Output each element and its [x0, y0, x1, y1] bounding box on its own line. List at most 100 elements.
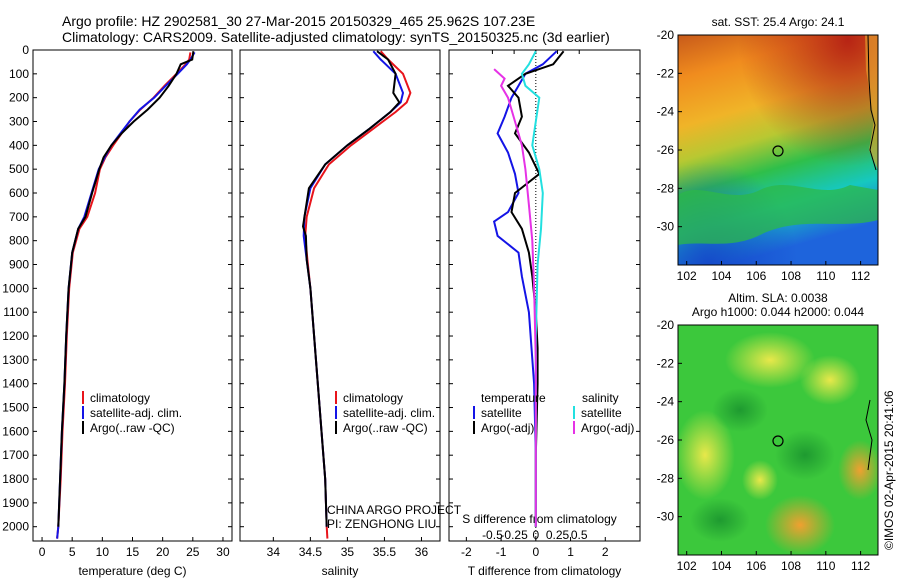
temperature-legend-entry: climatology [90, 391, 150, 405]
sst_map-lon-tick-label: 102 [677, 269, 697, 283]
depth-tick-label: 1500 [2, 401, 29, 415]
salinity-plot-frame [239, 49, 441, 542]
sla_map-lat-tick-label: -24 [657, 395, 675, 409]
sla_map-lon-tick-label: 110 [816, 559, 835, 573]
sla_map-lon-tick-label: 102 [677, 559, 697, 573]
depth-tick-label: 300 [9, 115, 29, 129]
difference-series-0 [492, 50, 558, 527]
depth-tick-label: 1200 [2, 329, 29, 343]
salinity-panel: 34 34.5 35 35.5 36 salinity climatologysatelli… [239, 49, 462, 578]
salinity-series-0 [304, 50, 412, 539]
depth-tick-label: 900 [9, 258, 29, 272]
salinity-x-tick-label: 35.5 [373, 545, 397, 559]
temperature-x-axis-label: temperature (deg C) [78, 564, 186, 578]
sla-argo-location-marker [772, 435, 784, 447]
sla_map-lat-tick-label: -28 [657, 471, 675, 485]
sst_map-lon-tick-label: 110 [816, 269, 835, 283]
sla_map-lat-tick-label: -26 [657, 433, 675, 447]
depth-tick-label: 1400 [2, 377, 29, 391]
depth-tick-label: 1600 [2, 424, 29, 438]
depth-tick-label: 600 [9, 186, 29, 200]
sst-map: sat. SST: 25.4 Argo: 24.1 102 104 106 108 11… [657, 15, 879, 283]
temperature-legend-entry: Argo(..raw -QC) [90, 421, 175, 435]
sla_map-lon-tick-label: 104 [711, 559, 731, 573]
difference-legend-entry: Argo(-adj) [481, 421, 534, 435]
sla_map-lat-tick-label: -20 [657, 318, 675, 332]
depth-tick-label: 1300 [2, 353, 29, 367]
salinity-x-tick-label: 34 [267, 545, 281, 559]
difference-series-2 [520, 50, 544, 527]
difference-plot-frame [448, 49, 641, 542]
difference-x-tick-label: 1 [567, 545, 574, 559]
temperature-legend-entry: satellite-adj. clim. [90, 406, 182, 420]
difference-s-tick-label: -0.25 [500, 528, 528, 542]
salinity-x-axis-label: salinity [322, 564, 359, 578]
depth-tick-label: 100 [9, 67, 29, 81]
sla_map-lat-tick-label: -30 [657, 510, 675, 524]
difference-legend-header: temperature [481, 391, 546, 405]
temperature-x-tick-label: 10 [96, 545, 110, 559]
sst_map-lat-tick-label: -24 [657, 105, 675, 119]
sst-argo-location-marker [772, 145, 784, 157]
difference-x-axis-label: T difference from climatology [468, 564, 622, 578]
difference-legend-entry: Argo(-adj) [581, 421, 634, 435]
difference-series-1 [506, 50, 565, 527]
depth-tick-label: 1100 [3, 305, 29, 319]
temperature-series-2 [57, 51, 195, 527]
salinity-series-2 [301, 50, 401, 527]
temperature-x-tick-label: 30 [216, 545, 230, 559]
title-line-2: Climatology: CARS2009. Satellite-adjuste… [62, 29, 610, 45]
salinity-legend-entry: climatology [343, 391, 403, 405]
sst_map-lat-tick-label: -22 [657, 66, 675, 80]
imos-credit: ©IMOS 02-Apr-2015 20:41:06 [882, 390, 896, 550]
sla_map-lat-tick-label: -22 [657, 356, 675, 370]
depth-tick-label: 2000 [2, 520, 29, 534]
difference-x-tick-label: -1 [496, 545, 507, 559]
depth-tick-label: 1700 [2, 448, 29, 462]
difference-s-tick-label: -0.5 [482, 528, 503, 542]
sla-map-subtitle: Argo h1000: 0.044 h2000: 0.044 [692, 305, 864, 319]
sla_map-lon-tick-label: 108 [781, 559, 801, 573]
salinity-x-tick-label: 36 [415, 545, 429, 559]
temperature-x-tick-label: 0 [39, 545, 46, 559]
depth-tick-label: 800 [9, 234, 29, 248]
difference-series-3 [493, 68, 537, 527]
salinity-x-tick-label: 34.5 [299, 545, 323, 559]
sla-map-title: Altim. SLA: 0.0038 [728, 291, 828, 305]
sla_map-lon-tick-label: 112 [851, 559, 870, 573]
sst_map-lat-tick-label: -30 [657, 220, 675, 234]
sst-map-title: sat. SST: 25.4 Argo: 24.1 [712, 15, 845, 29]
temperature-x-tick-label: 5 [69, 545, 76, 559]
difference-s-tick-label: 0.5 [571, 528, 588, 542]
depth-tick-label: 1900 [2, 496, 29, 510]
salinity-legend-entry: satellite-adj. clim. [343, 406, 435, 420]
temperature-x-tick-label: 20 [156, 545, 170, 559]
depth-tick-label: 400 [9, 138, 29, 152]
salinity-legend-entry: Argo(..raw -QC) [343, 421, 428, 435]
difference-s-tick-label: 0 [532, 528, 539, 542]
difference-legend-entry: satellite [581, 406, 622, 420]
difference-x-tick-label: 2 [602, 545, 609, 559]
sla_map-lon-tick-label: 106 [746, 559, 766, 573]
difference-panel: -2 -1 0 1 2 T difference from climatology -0.5… [448, 49, 641, 578]
difference-legend-header: salinity [582, 391, 619, 405]
sst_map-lat-tick-label: -26 [657, 143, 675, 157]
title-line-1: Argo profile: HZ 2902581_30 27-Mar-2015 … [62, 13, 535, 29]
depth-tick-label: 200 [9, 91, 29, 105]
sst_map-lon-tick-label: 108 [781, 269, 801, 283]
temperature-x-tick-label: 15 [126, 545, 140, 559]
sla-map: Altim. SLA: 0.0038 Argo h1000: 0.044 h20… [657, 291, 879, 573]
sst_map-lat-tick-label: -28 [657, 181, 675, 195]
depth-tick-label: 1800 [2, 472, 29, 486]
sst_map-lon-tick-label: 104 [711, 269, 731, 283]
depth-tick-label: 1000 [2, 281, 29, 295]
depth-tick-label: 500 [9, 162, 29, 176]
temperature-series-1 [56, 51, 196, 539]
depth-tick-label: 700 [9, 210, 29, 224]
sst_map-lon-tick-label: 106 [746, 269, 766, 283]
salinity-x-tick-label: 35 [341, 545, 355, 559]
difference-legend-entry: satellite [481, 406, 522, 420]
temperature-panel: 0 100 200 300 400 500 600 700 800 900 1000 1100 1200… [2, 43, 233, 578]
project-annotation: PI: ZENGHONG LIU [327, 517, 436, 531]
